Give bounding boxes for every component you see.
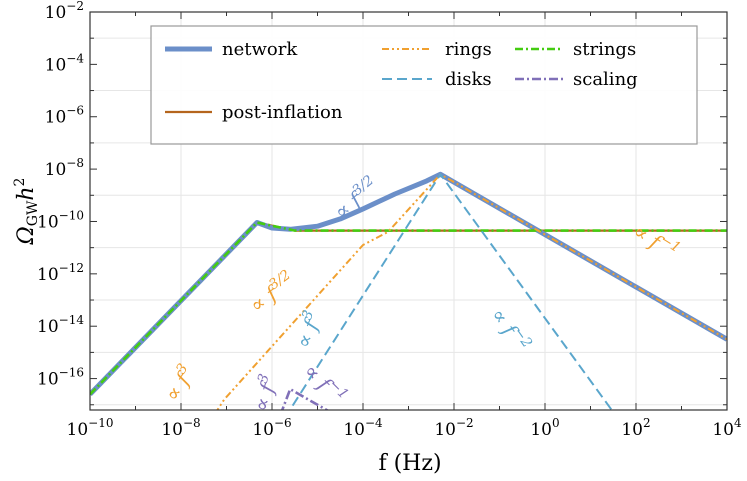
y-tick-label: 10−14 [37, 313, 84, 337]
x-tick-label: 10−2 [434, 416, 473, 440]
x-tick-label: 100 [530, 416, 559, 440]
annotations: ∝ f3/2∝ f3/2∝ f3∝ f3 ∝ f−2∝ f−1∝ f3 ∝ f−1 [160, 172, 684, 410]
y-tick-label: 10−10 [37, 208, 84, 232]
y-tick-label: 10−16 [37, 366, 84, 390]
legend-label: post-inflation [222, 102, 343, 123]
ticks [89, 11, 728, 410]
legend-item-post-inflation: post-inflation [165, 102, 343, 123]
legend-box [150, 25, 698, 145]
plot-frame [89, 11, 728, 411]
legend: network rings strings disks scaling post-infl… [150, 25, 698, 145]
series-layer [90, 171, 727, 410]
legend-label: network [222, 39, 298, 60]
x-tick-label: 10−10 [67, 416, 114, 440]
series-strings [90, 221, 727, 396]
legend-item-disks: disks [382, 69, 492, 90]
x-tick-label: 10−4 [343, 416, 383, 440]
series-disks [288, 173, 613, 410]
x-tick-label: 104 [712, 416, 742, 440]
legend-item-network: network [165, 39, 298, 60]
legend-item-strings: strings [515, 39, 636, 60]
y-tick-label: 10−2 [45, 0, 84, 23]
legend-label: strings [573, 39, 636, 60]
y-tick-label: 10−6 [45, 104, 84, 128]
series-rings [216, 173, 727, 410]
legend-item-scaling: scaling [515, 69, 638, 90]
y-tick-label: 10−4 [45, 51, 85, 75]
y-axis-label: ΩGWh2 [12, 178, 41, 246]
x-tick-label: 10−6 [252, 416, 291, 440]
legend-label: scaling [573, 69, 638, 90]
svg-text:ΩGWh2: ΩGWh2 [12, 178, 41, 246]
legend-label: rings [445, 39, 492, 60]
x-tick-label: 102 [621, 416, 650, 440]
tick-labels: 10−10 10−8 10−6 10−4 10−2 100 102 104 10−2 10−4 10… [37, 0, 742, 440]
y-tick-label: 10−12 [37, 261, 84, 285]
legend-item-rings: rings [382, 39, 492, 60]
legend-items: network rings strings disks scaling post-infl… [165, 39, 638, 123]
y-tick-label: 10−8 [45, 156, 84, 180]
legend-label: disks [445, 69, 492, 90]
x-tick-label: 10−8 [161, 416, 200, 440]
x-axis-label: f (Hz) [378, 451, 441, 476]
